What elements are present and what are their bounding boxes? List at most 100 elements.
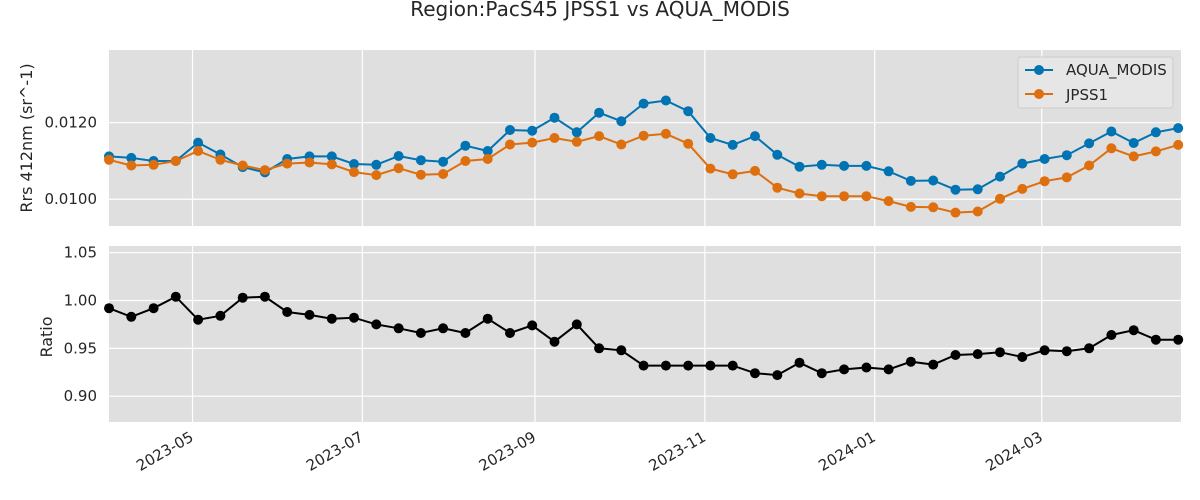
x-tick-label-3: 2023-11	[646, 428, 709, 475]
bottom-point-ratio-5	[215, 310, 226, 321]
top-point-jpss1-40	[995, 193, 1005, 204]
top-point-jpss1-33	[839, 191, 850, 202]
bottom-point-ratio-24	[638, 360, 649, 371]
legend-label-aqua: AQUA_MODIS	[1066, 61, 1167, 80]
top-point-jpss1-10	[326, 159, 337, 170]
top-point-aqua_modis-37	[928, 175, 939, 186]
legend-label-jpss1: JPSS1	[1065, 86, 1108, 104]
bottom-point-ratio-21	[571, 319, 582, 330]
top-panel-series	[104, 95, 1184, 218]
top-point-aqua_modis-32	[816, 159, 827, 170]
top-point-jpss1-0	[104, 154, 114, 165]
top-point-aqua_modis-39	[972, 184, 983, 195]
bottom-point-ratio-19	[527, 320, 538, 331]
top-point-jpss1-48	[1173, 139, 1184, 150]
bottom-point-ratio-3	[170, 291, 181, 302]
top-point-aqua_modis-22	[594, 107, 605, 118]
bottom-point-ratio-42	[1039, 345, 1050, 356]
top-point-aqua_modis-42	[1039, 154, 1050, 164]
top-point-aqua_modis-28	[727, 139, 738, 150]
top-point-aqua_modis-19	[527, 125, 538, 136]
bottom-point-ratio-18	[505, 328, 515, 338]
top-point-jpss1-34	[861, 191, 872, 202]
top-point-aqua_modis-11	[349, 159, 359, 169]
bottom-point-ratio-11	[349, 312, 359, 323]
top-point-jpss1-32	[816, 191, 827, 202]
bottom-point-ratio-44	[1084, 343, 1095, 354]
bottom-point-ratio-7	[259, 291, 270, 302]
bottom-panel-y-ticks: 0.90 0.95 1.00 1.05	[64, 244, 97, 405]
bottom-point-ratio-48	[1173, 334, 1184, 345]
top-point-aqua_modis-30	[772, 149, 783, 160]
bottom-point-ratio-16	[460, 328, 471, 338]
top-point-jpss1-18	[505, 139, 515, 150]
top-point-jpss1-6	[237, 160, 248, 171]
top-point-aqua_modis-43	[1061, 150, 1072, 161]
top-point-jpss1-24	[638, 130, 649, 141]
x-tick-label-5: 2024-03	[983, 428, 1046, 475]
top-point-aqua_modis-15	[438, 156, 449, 167]
top-point-aqua_modis-40	[995, 171, 1005, 182]
top-point-aqua_modis-10	[326, 151, 337, 162]
bottom-ytick-label-0: 0.90	[64, 387, 97, 405]
top-point-jpss1-38	[950, 207, 961, 218]
bottom-point-ratio-40	[995, 347, 1005, 358]
top-point-jpss1-9	[304, 157, 315, 168]
top-point-jpss1-37	[928, 202, 939, 213]
top-point-jpss1-28	[727, 169, 738, 180]
bottom-point-ratio-22	[594, 343, 605, 354]
top-point-jpss1-27	[705, 163, 716, 174]
chart-title: Region:PacS45 JPSS1 vs AQUA_MODIS	[410, 0, 790, 21]
top-point-aqua_modis-47	[1150, 127, 1161, 138]
bottom-point-ratio-41	[1017, 352, 1028, 362]
top-point-aqua_modis-27	[705, 133, 716, 143]
top-ytick-label-0: 0.0100	[45, 190, 98, 208]
top-point-jpss1-11	[349, 167, 359, 178]
top-point-jpss1-36	[905, 201, 916, 212]
legend-box	[1017, 56, 1174, 109]
bottom-panel-ylabel: Ratio	[37, 316, 56, 357]
bottom-point-ratio-29	[750, 368, 760, 379]
top-point-aqua_modis-4	[193, 137, 204, 148]
top-point-aqua_modis-33	[839, 160, 850, 171]
top-point-aqua_modis-23	[616, 116, 627, 127]
top-point-aqua_modis-35	[883, 166, 894, 177]
top-point-jpss1-13	[393, 163, 404, 174]
bottom-point-ratio-30	[772, 370, 783, 381]
top-point-jpss1-45	[1106, 143, 1117, 154]
top-point-aqua_modis-1	[126, 152, 137, 163]
bottom-ytick-label-3: 1.05	[64, 244, 97, 262]
bottom-point-ratio-46	[1128, 325, 1139, 336]
bottom-point-ratio-0	[104, 303, 114, 314]
top-point-aqua_modis-45	[1106, 126, 1117, 137]
top-point-jpss1-1	[126, 160, 137, 171]
top-point-aqua_modis-13	[393, 151, 404, 161]
top-point-aqua_modis-44	[1084, 138, 1095, 149]
top-point-jpss1-23	[616, 139, 627, 150]
top-point-aqua_modis-36	[905, 175, 916, 186]
bottom-point-ratio-13	[393, 323, 404, 334]
bottom-point-ratio-17	[482, 313, 493, 324]
bottom-point-ratio-47	[1150, 334, 1161, 345]
x-axis-ticks: 2023-05 2023-07 2023-09 2023-11 2024-01 2024-…	[133, 428, 1046, 475]
legend-marker-jpss1	[1034, 89, 1044, 99]
bottom-point-ratio-33	[839, 364, 850, 375]
legend: AQUA_MODIS JPSS1	[1017, 56, 1174, 109]
top-point-jpss1-5	[215, 154, 226, 165]
top-point-aqua_modis-20	[549, 112, 560, 123]
top-point-jpss1-8	[282, 158, 293, 169]
top-point-jpss1-20	[549, 133, 560, 143]
top-point-aqua_modis-24	[638, 98, 649, 109]
top-point-jpss1-31	[794, 188, 805, 199]
top-point-aqua_modis-41	[1017, 158, 1028, 169]
top-point-jpss1-15	[438, 169, 449, 179]
bottom-point-ratio-15	[438, 323, 449, 334]
x-tick-label-4: 2024-01	[815, 428, 878, 475]
top-panel-y-ticks: 0.0100 0.0120	[45, 114, 98, 209]
bottom-point-ratio-2	[148, 303, 159, 314]
top-point-aqua_modis-48	[1173, 123, 1184, 134]
bottom-point-ratio-12	[371, 319, 382, 330]
bottom-point-ratio-31	[794, 357, 805, 368]
